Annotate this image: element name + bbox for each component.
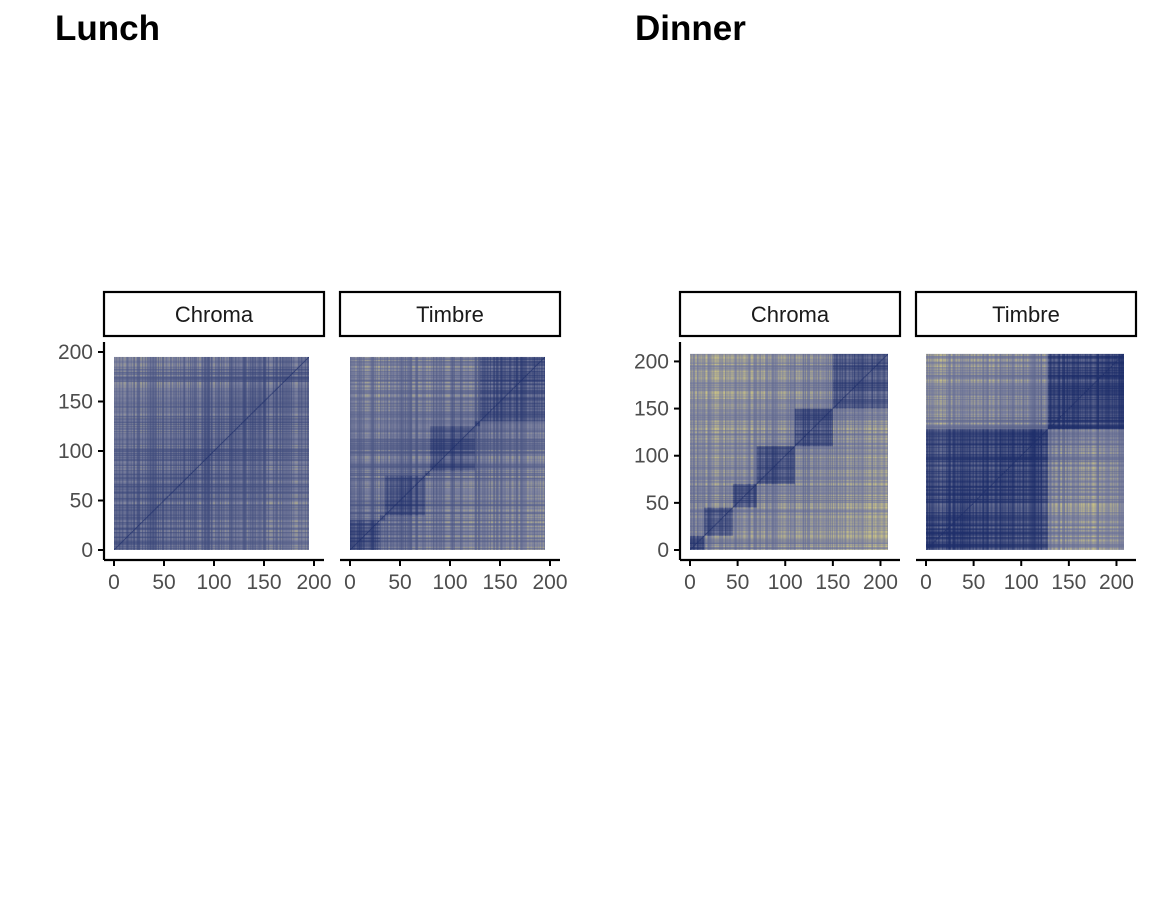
x-tick-label: 50 [726, 571, 749, 594]
facet-chroma: Chroma 0 50 100 150 200 0 50 100 150 200 [58, 290, 332, 594]
x-tick-label: 50 [152, 571, 175, 594]
chart-title: Lunch [55, 9, 160, 48]
y-tick-label: 0 [657, 539, 669, 562]
y-tick-label: 50 [70, 490, 93, 513]
x-tick-label: 100 [432, 571, 467, 594]
y-tick-label: 150 [58, 391, 93, 414]
heatmap-raster [114, 356, 309, 550]
facet-strip [338, 290, 562, 338]
heatmap-raster [350, 356, 545, 550]
x-tick-label: 0 [920, 571, 932, 594]
x-tick-label: 200 [1099, 571, 1134, 594]
y-tick-label: 50 [646, 492, 669, 515]
x-tick-label: 150 [246, 571, 281, 594]
y-tick-label: 200 [58, 341, 93, 364]
facet-label: Timbre [416, 302, 484, 327]
x-tick-label: 50 [388, 571, 411, 594]
facet-chroma: Chroma 0 50 100 150 200 0 50 100 150 200 [634, 290, 902, 594]
x-tick-label: 150 [815, 571, 850, 594]
x-tick-label: 100 [768, 571, 803, 594]
x-tick-label: 0 [108, 571, 120, 594]
heatmap-raster [926, 353, 1124, 550]
y-tick-label: 0 [81, 539, 93, 562]
chart-title: Dinner [635, 9, 746, 48]
x-tick-label: 150 [1051, 571, 1086, 594]
facet-strip [914, 290, 1138, 338]
y-tick-label: 200 [634, 350, 669, 373]
x-tick-label: 200 [863, 571, 898, 594]
facet-strip [678, 290, 902, 338]
y-tick-label: 150 [634, 398, 669, 421]
x-tick-label: 100 [196, 571, 231, 594]
facet-label: Timbre [992, 302, 1060, 327]
facet-label: Chroma [751, 302, 830, 327]
x-tick-label: 150 [482, 571, 517, 594]
facet-timbre: Timbre 0 50 100 150 200 [338, 290, 568, 594]
facet-label: Chroma [175, 302, 254, 327]
y-tick-label: 100 [58, 440, 93, 463]
x-tick-label: 0 [684, 571, 696, 594]
x-tick-label: 50 [962, 571, 985, 594]
heatmap-raster [690, 353, 888, 550]
x-tick-label: 200 [296, 571, 331, 594]
y-tick-label: 100 [634, 445, 669, 468]
x-tick-label: 200 [532, 571, 567, 594]
facet-timbre: Timbre 0 50 100 150 200 [914, 290, 1138, 594]
facet-strip [102, 290, 326, 338]
x-tick-label: 100 [1004, 571, 1039, 594]
x-tick-label: 0 [344, 571, 356, 594]
